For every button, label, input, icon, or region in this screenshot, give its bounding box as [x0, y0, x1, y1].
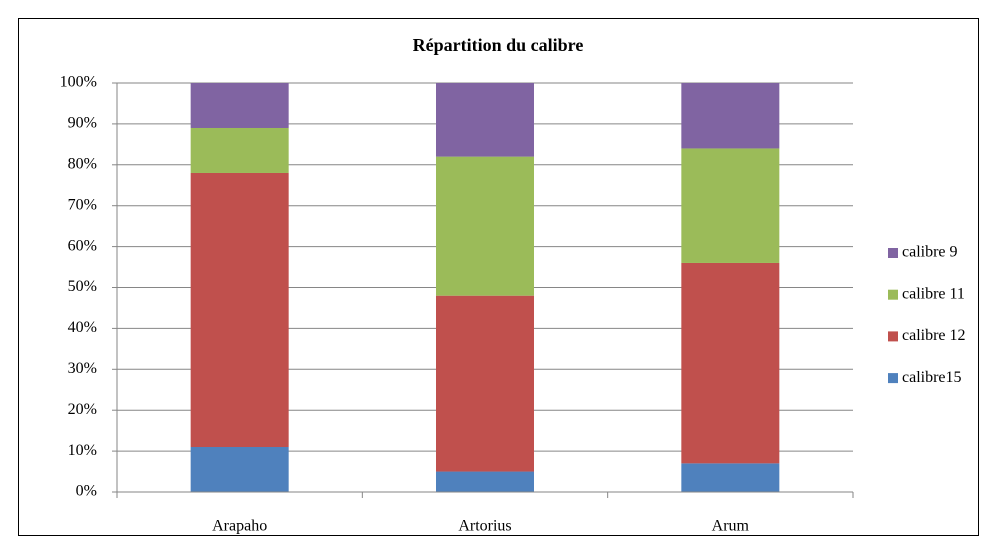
- y-tick-label: 0%: [76, 483, 97, 500]
- legend-label: calibre 11: [902, 285, 965, 302]
- bar-segment: [436, 83, 534, 157]
- bar-segment: [190, 172, 289, 448]
- y-tick-label: 50%: [68, 278, 97, 295]
- y-tick-label: 80%: [68, 155, 97, 172]
- legend-swatch: [888, 289, 898, 300]
- x-tick-label: Arum: [712, 518, 750, 535]
- bar-segment: [190, 83, 289, 128]
- bar-segment: [190, 447, 289, 492]
- bar-segment: [681, 148, 780, 263]
- bar-segment: [190, 127, 289, 173]
- y-tick-label: 20%: [68, 401, 97, 418]
- bar-segment: [436, 471, 534, 492]
- chart-title: Répartition du calibre: [413, 35, 584, 55]
- bar-segment: [436, 156, 534, 296]
- y-tick-label: 70%: [68, 196, 97, 213]
- y-tick-label: 90%: [68, 115, 97, 132]
- legend-swatch: [888, 248, 898, 258]
- legend-label: calibre 12: [902, 327, 966, 344]
- y-tick-label: 30%: [68, 360, 97, 377]
- legend-swatch: [888, 373, 898, 384]
- y-tick-label: 60%: [68, 237, 97, 254]
- bar-segment: [681, 262, 780, 464]
- legend-swatch: [888, 331, 898, 342]
- y-tick-label: 10%: [68, 442, 97, 459]
- bar-segment: [681, 83, 780, 149]
- legend-label: calibre 9: [902, 244, 958, 261]
- y-tick-label: 40%: [68, 319, 97, 336]
- x-tick-label: Artorius: [458, 518, 511, 535]
- bar-segment: [681, 463, 780, 492]
- y-tick-label: 100%: [60, 74, 97, 91]
- bar-segment: [436, 295, 534, 472]
- x-tick-label: Arapaho: [212, 518, 267, 535]
- legend-label: calibre15: [902, 369, 962, 386]
